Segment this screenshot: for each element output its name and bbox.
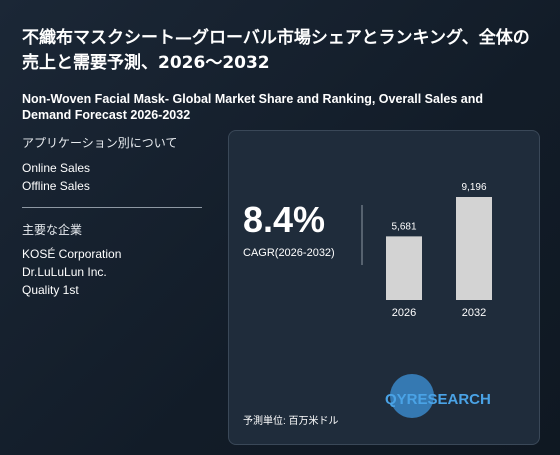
list-item: KOSÉ Corporation [22,247,122,261]
value-label: 9,196 [461,182,486,193]
list-item: Quality 1st [22,283,79,297]
logo-globe [390,374,434,418]
cagr-value: 8.4% [243,199,325,240]
companies-list: KOSÉ Corporation Dr.LuLuLun Inc. Quality 1… [22,245,121,299]
applications-heading: アプリケーション別について [22,136,178,150]
logo: QYRESEARCH [385,391,491,408]
list-item: Online Sales [22,161,91,175]
subtitle: Non-Woven Facial Mask- Global Market Sha… [22,92,484,122]
x-tick-label: 2026 [392,307,416,319]
unit-note: 予測単位: 百万米ドル [243,414,339,427]
value-label: 5,681 [391,221,416,232]
bar [456,197,492,300]
cagr-label: CAGR(2026-2032) [243,247,335,259]
list-item: Offline Sales [22,179,90,193]
bar [386,236,422,300]
separator [22,207,202,208]
title: 不織布マスクシート—グローバル市場シェアとランキング、全体の売上と需要予測、20… [22,28,530,73]
applications-list: Online Sales Offline Sales [22,159,90,195]
list-item: Dr.LuLuLun Inc. [22,265,107,279]
x-tick-label: 2032 [462,307,486,319]
companies-heading: 主要な企業 [22,223,83,237]
